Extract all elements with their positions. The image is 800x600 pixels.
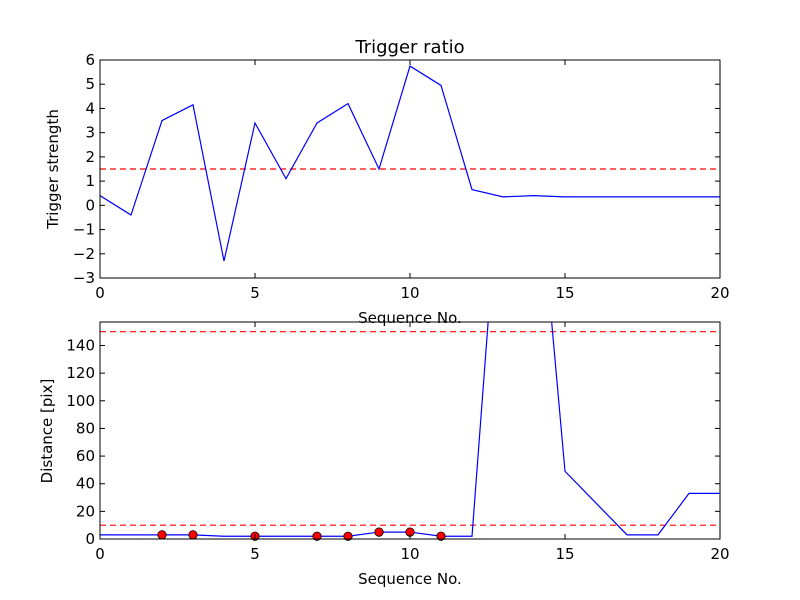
y-tick-label: 100 [66, 392, 95, 410]
x-tick-label: 20 [710, 545, 729, 563]
y-tick-label: −3 [73, 269, 95, 287]
y-tick-label: 5 [85, 75, 95, 93]
data-series-line [100, 65, 720, 262]
y-tick-label: 60 [76, 447, 95, 465]
x-tick-label: 15 [555, 545, 574, 563]
data-point-marker [374, 527, 384, 537]
plot-area [100, 65, 720, 262]
data-point-marker [343, 531, 353, 541]
y-axis-label: Trigger strength [44, 109, 62, 230]
y-tick-label: 6 [85, 51, 95, 69]
data-point-marker [312, 531, 322, 541]
trigger-ratio-panel: Trigger ratio Trigger strength Sequence … [44, 37, 730, 327]
x-tick-label: 15 [555, 284, 574, 302]
x-tick-label: 5 [250, 545, 260, 563]
y-tick-label: 1 [85, 172, 95, 190]
y-tick-label: 3 [85, 124, 95, 142]
data-point-marker [436, 531, 446, 541]
y-axis-label: Distance [pix] [38, 379, 56, 484]
y-tick-label: 80 [76, 419, 95, 437]
y-tick-label: 2 [85, 148, 95, 166]
y-tick-label: 0 [85, 530, 95, 548]
x-tick-label: 20 [710, 284, 729, 302]
x-axis-label: Sequence No. [358, 570, 462, 588]
y-tick-label: 0 [85, 196, 95, 214]
y-tick-label: −2 [73, 245, 95, 263]
data-point-marker [188, 530, 198, 540]
y-tick-label: 4 [85, 99, 95, 117]
distance-panel: Distance [pix] Sequence No. 0 5 10 15 20 0 20 4… [38, 321, 730, 588]
y-tick-label: −1 [73, 221, 95, 239]
y-tick-label: 20 [76, 502, 95, 520]
y-tick-label: 140 [66, 336, 95, 354]
x-tick-label: 5 [250, 284, 260, 302]
y-tick-label: 120 [66, 364, 95, 382]
y-tick-label: 40 [76, 475, 95, 493]
x-tick-label: 10 [400, 545, 419, 563]
data-point-marker [157, 530, 167, 540]
chart-title: Trigger ratio [354, 37, 464, 58]
x-tick-label: 0 [95, 545, 105, 563]
x-tick-label: 10 [400, 284, 419, 302]
x-tick-label: 0 [95, 284, 105, 302]
